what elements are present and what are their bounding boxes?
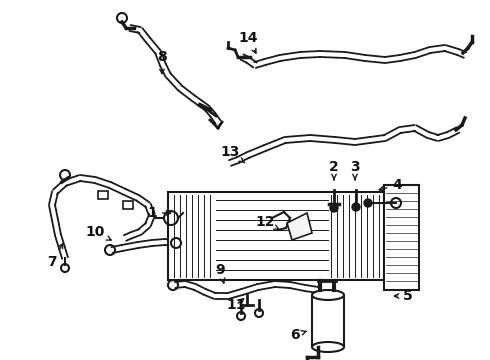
Circle shape: [330, 204, 338, 212]
Text: 9: 9: [215, 263, 225, 283]
Text: 10: 10: [85, 225, 111, 240]
Circle shape: [364, 199, 372, 207]
Bar: [384, 185, 419, 290]
Text: 3: 3: [350, 160, 360, 180]
Text: 2: 2: [329, 160, 339, 180]
Ellipse shape: [312, 342, 344, 352]
Ellipse shape: [312, 290, 344, 300]
Text: 1: 1: [147, 206, 171, 220]
Bar: [123, 201, 133, 209]
Text: 12: 12: [255, 215, 280, 230]
Bar: [168, 192, 384, 280]
Text: 11: 11: [226, 298, 246, 312]
Circle shape: [352, 203, 360, 211]
Text: 6: 6: [290, 328, 306, 342]
Text: 4: 4: [379, 178, 402, 192]
Text: 7: 7: [47, 244, 63, 269]
Text: 13: 13: [220, 145, 245, 163]
Bar: [98, 191, 108, 199]
Polygon shape: [287, 213, 312, 240]
Text: 14: 14: [238, 31, 258, 53]
Bar: [312, 295, 344, 347]
Text: 8: 8: [157, 50, 167, 74]
Text: 5: 5: [394, 289, 413, 303]
